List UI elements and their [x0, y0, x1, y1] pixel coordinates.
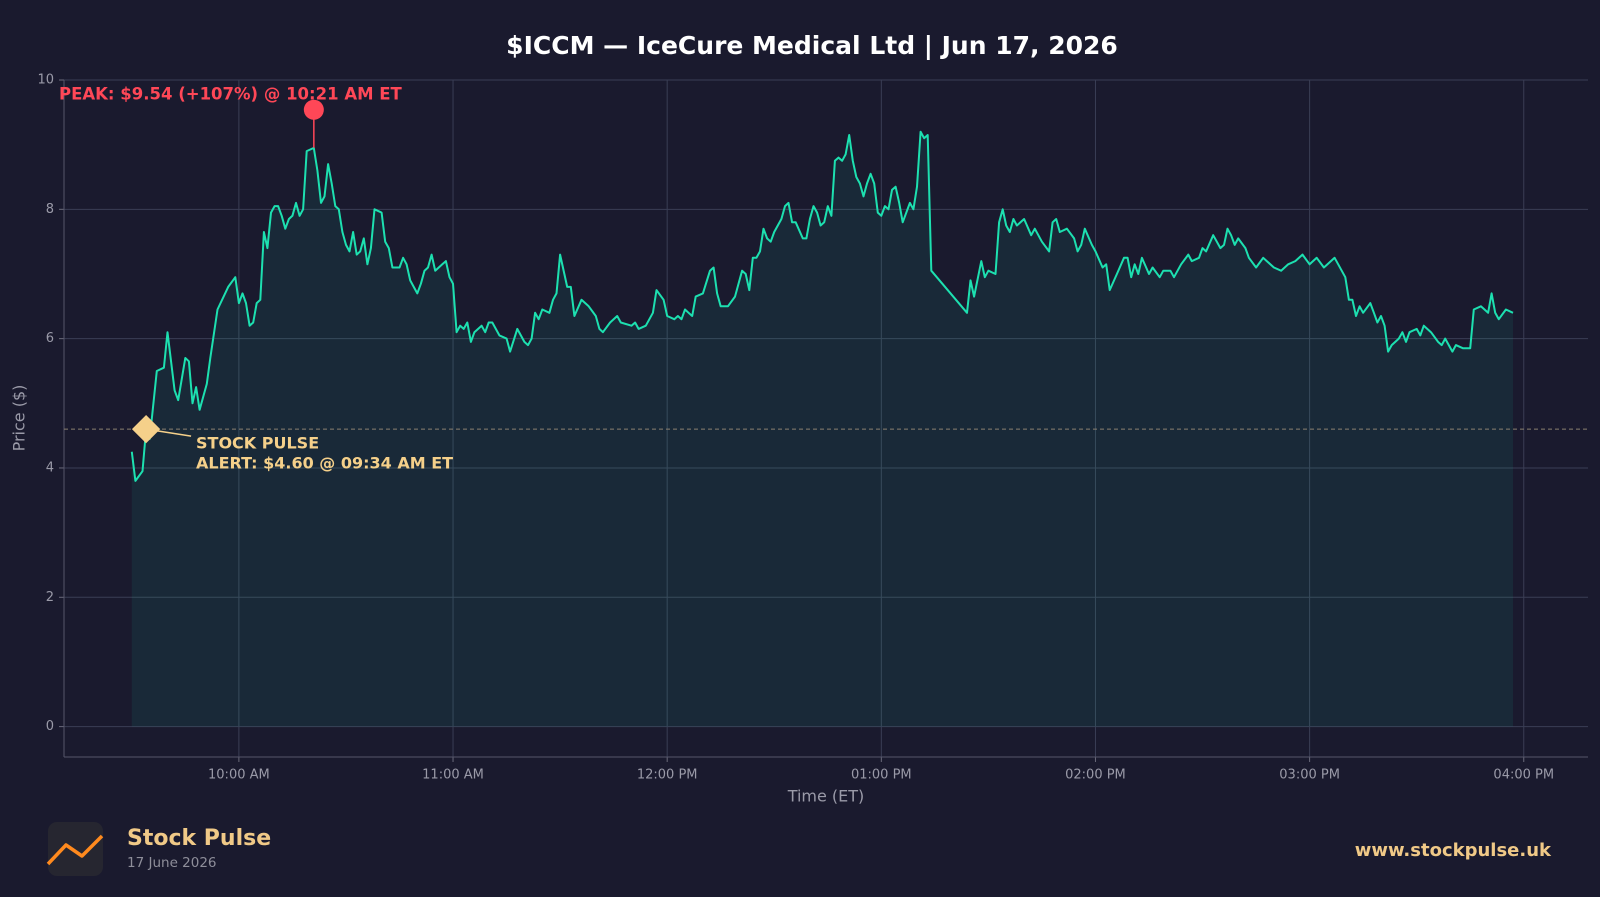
footer-date: 17 June 2026: [127, 855, 217, 871]
y-tick-label: 2: [46, 590, 54, 605]
y-tick-label: 0: [46, 719, 54, 734]
peak-marker: [303, 99, 324, 120]
chart-title: $ICCM — IceCure Medical Ltd | Jun 17, 20…: [506, 31, 1118, 60]
peak-label: PEAK: $9.54 (+107%) @ 10:21 AM ET: [59, 85, 403, 104]
price-line: [130, 130, 1514, 482]
x-tick-label: 03:00 PM: [1279, 768, 1340, 783]
x-tick-label: 02:00 PM: [1065, 768, 1126, 783]
brand: Stock Pulse: [127, 826, 271, 851]
x-tick-label: 11:00 AM: [422, 768, 484, 783]
y-tick-label: 8: [46, 202, 54, 217]
y-tick-label: 10: [37, 73, 54, 88]
y-tick-label: 4: [46, 460, 54, 475]
x-axis-label: Time (ET): [787, 787, 865, 806]
x-tick-label: 10:00 AM: [208, 768, 270, 783]
x-tick-label: 12:00 PM: [637, 768, 698, 783]
logo-line: [46, 834, 104, 866]
x-tick-label: 01:00 PM: [851, 768, 912, 783]
y-tick-label: 6: [46, 331, 54, 346]
alert-label: STOCK PULSE: [196, 434, 319, 453]
y-axis-label: Price ($): [10, 385, 29, 452]
x-tick-label: 04:00 PM: [1493, 768, 1554, 783]
alert-label: ALERT: $4.60 @ 09:34 AM ET: [196, 454, 453, 473]
website: www.stockpulse.uk: [1355, 840, 1552, 861]
logo: [46, 822, 104, 876]
logo-box: [48, 822, 103, 876]
